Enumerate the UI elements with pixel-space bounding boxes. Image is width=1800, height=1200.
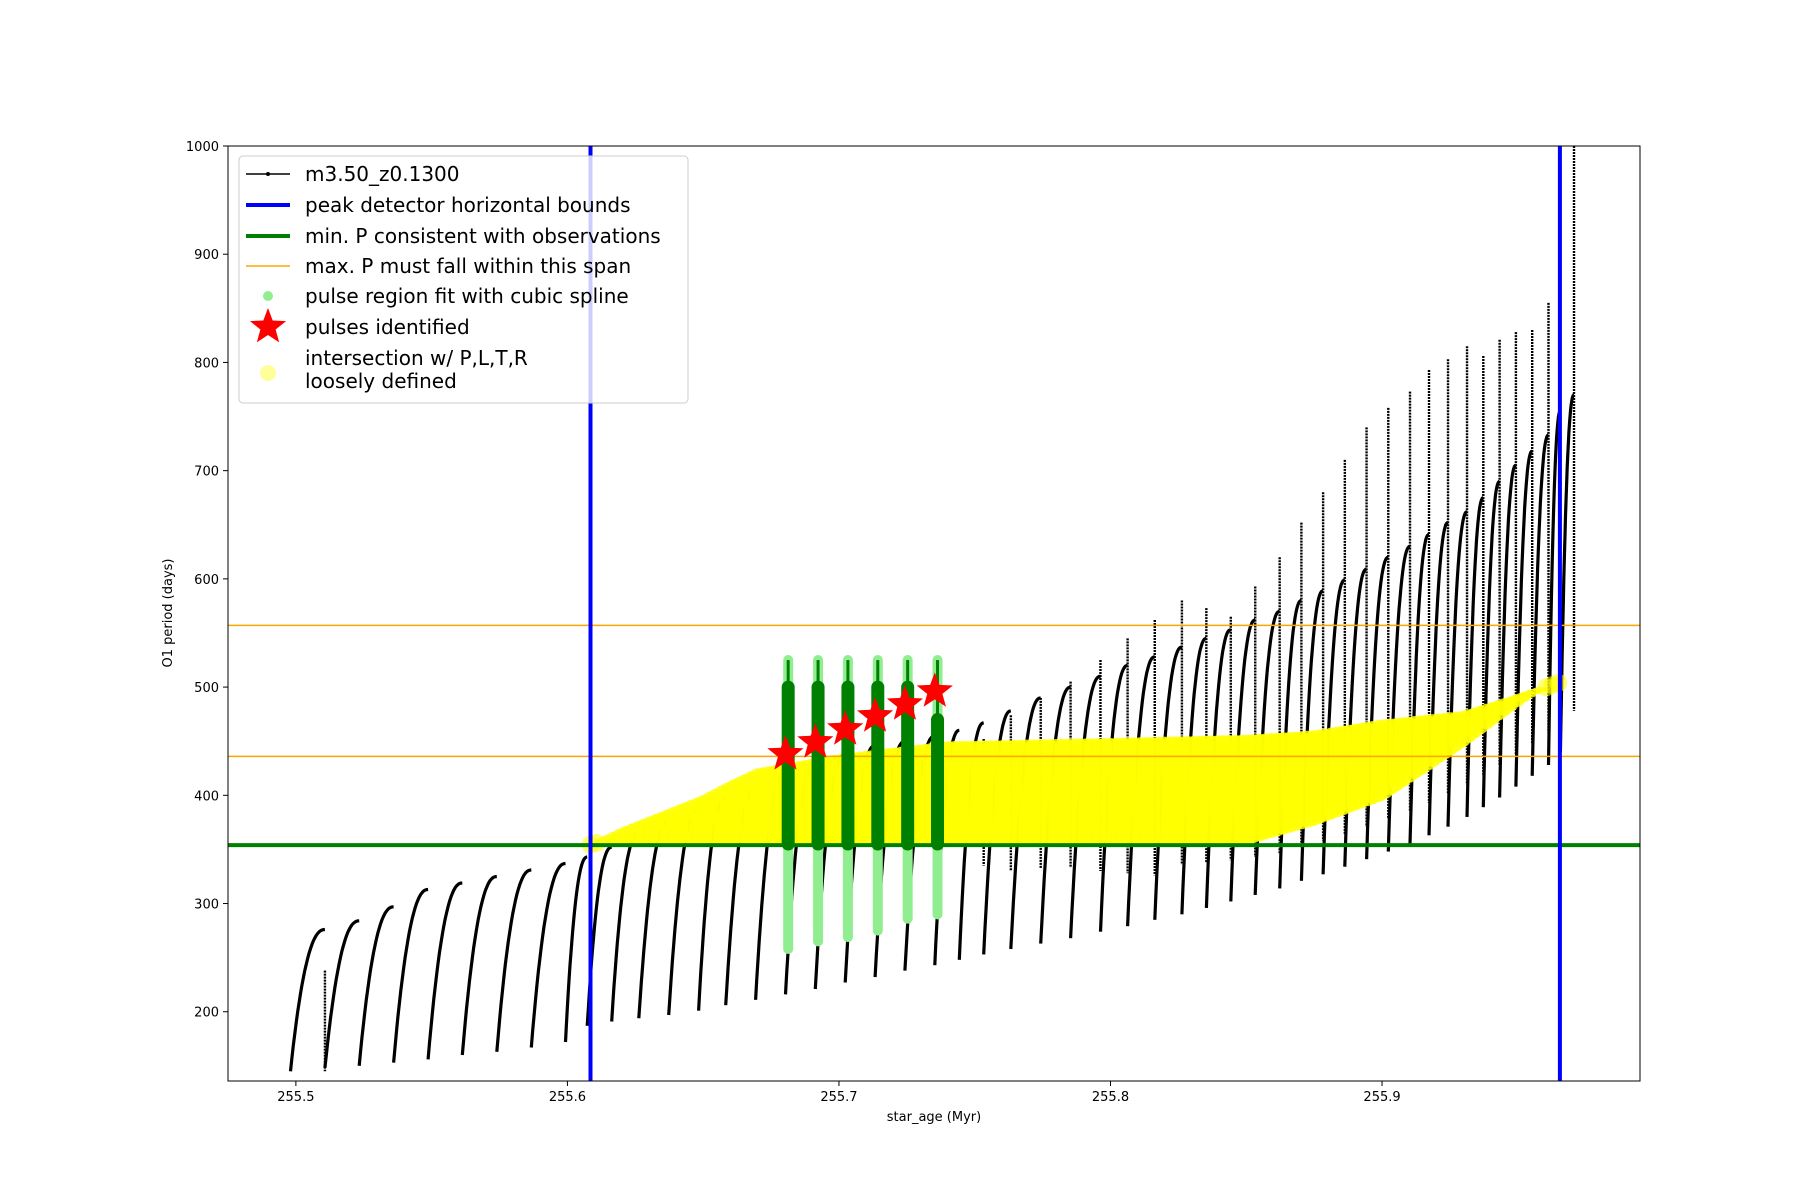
pulse-curve: [426, 881, 463, 1060]
y-axis-label: O1 period (days): [161, 558, 176, 667]
y-tick-label: 300: [194, 898, 219, 913]
x-axis-label: star_age (Myr): [887, 1110, 981, 1125]
legend-dot-icon: [260, 365, 276, 381]
pulse-star: [857, 697, 894, 732]
legend-label: pulses identified: [305, 315, 470, 339]
pulse-curve: [288, 927, 326, 1072]
legend-label: intersection w/ P,L,T,R: [305, 346, 528, 370]
pulse-curve: [1514, 449, 1534, 787]
pulse-curve: [1498, 463, 1517, 798]
y-tick-label: 700: [194, 465, 219, 480]
legend-label: max. P must fall within this span: [305, 254, 631, 278]
pulse-star: [916, 672, 953, 707]
pulse-curve: [323, 919, 360, 1069]
y-tick-label: 500: [194, 681, 219, 696]
x-tick-label: 255.9: [1363, 1090, 1400, 1105]
pulse-curve: [1465, 496, 1485, 817]
legend-label: m3.50_z0.1300: [305, 162, 460, 186]
pulse-star: [797, 723, 834, 758]
legend-label: peak detector horizontal bounds: [305, 193, 631, 217]
y-tick-label: 900: [194, 248, 219, 263]
legend-star-icon: [249, 308, 287, 343]
pulse-curve: [1481, 479, 1501, 808]
pulse-curve: [529, 861, 566, 1048]
y-tick-label: 200: [194, 1006, 219, 1021]
pulse-star: [827, 710, 864, 745]
pulse-curve: [460, 874, 497, 1056]
pulse-curve: [495, 868, 532, 1052]
legend-dot-icon: [263, 291, 273, 301]
x-tick-label: 255.7: [820, 1090, 857, 1105]
plot-frame: [227, 145, 1641, 1082]
x-tick-label: 255.8: [1092, 1090, 1129, 1105]
y-tick-label: 400: [194, 789, 219, 804]
x-tick-label: 255.6: [549, 1090, 586, 1105]
legend-label: loosely defined: [305, 369, 457, 393]
pulse-curve: [357, 905, 394, 1066]
legend-label: pulse region fit with cubic spline: [305, 284, 629, 308]
y-tick-label: 800: [194, 356, 219, 371]
pulse-curve: [1558, 393, 1576, 753]
y-axis: 200 300 400 500 600 700 800 900 1000: [186, 140, 228, 1021]
pulse-curve: [563, 855, 588, 1043]
legend-box: [238, 155, 689, 404]
legend-dot-icon: [266, 172, 270, 176]
pulse-star: [886, 685, 923, 720]
y-tick-label: 1000: [186, 140, 219, 155]
plot-area: [228, 146, 1640, 1081]
legend-label: min. P consistent with observations: [305, 224, 661, 248]
y-tick-label: 600: [194, 573, 219, 588]
x-axis: 255.5 255.6 255.7 255.8 255.9: [277, 1081, 1401, 1105]
pulse-star: [767, 735, 804, 770]
pulse-curve: [1530, 433, 1550, 776]
pulse-curve: [1069, 674, 1101, 939]
pulse-curve: [392, 887, 429, 1063]
x-tick-label: 255.5: [277, 1090, 314, 1105]
